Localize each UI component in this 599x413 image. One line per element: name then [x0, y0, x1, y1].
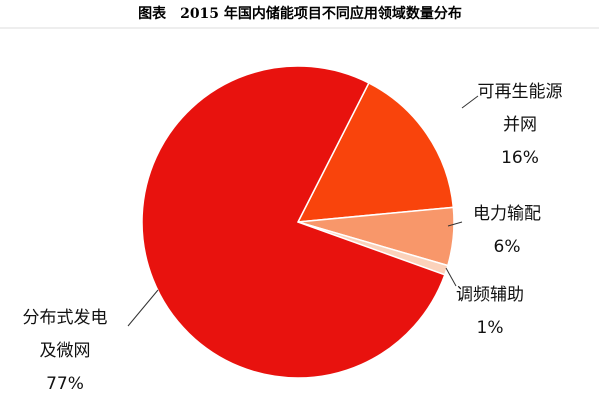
- slice-label: 分布式发电: [23, 308, 108, 328]
- pie-slice: [141, 65, 446, 379]
- chart-title: 图表 2015 年国内储能项目不同应用领域数量分布: [138, 5, 462, 22]
- leader-line: [127, 289, 159, 327]
- value-label: 16%: [501, 148, 539, 168]
- value-label: 6%: [494, 237, 521, 257]
- leader-line: [445, 267, 457, 287]
- value-label: 77%: [46, 374, 84, 394]
- slice-label: 及微网: [40, 341, 91, 361]
- value-label: 1%: [477, 318, 504, 338]
- slice-label: 并网: [503, 115, 537, 135]
- leader-line: [461, 95, 479, 109]
- slice-label: 调频辅助: [456, 285, 524, 305]
- slice-label: 可再生能源: [478, 82, 563, 102]
- slice-label: 电力输配: [473, 204, 541, 224]
- pie-slice: [296, 81, 455, 223]
- leader-line: [447, 221, 463, 227]
